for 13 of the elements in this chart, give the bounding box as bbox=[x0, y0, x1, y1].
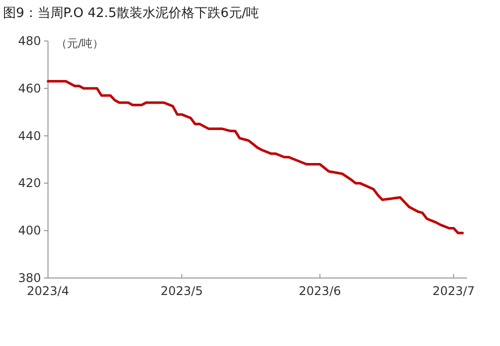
y-tick-label: 480 bbox=[18, 34, 41, 48]
y-tick-label: 420 bbox=[18, 176, 41, 190]
y-tick-label: 380 bbox=[18, 271, 41, 285]
chart-title: 图9：当周P.O 42.5散装水泥价格下跌6元/吨 bbox=[3, 6, 260, 21]
y-tick-label: 440 bbox=[18, 128, 41, 143]
x-tick-label: 2023/7 bbox=[432, 284, 475, 298]
y-tick-label: 460 bbox=[18, 81, 41, 96]
x-tick-label: 2023/4 bbox=[26, 284, 70, 298]
y-tick-label: 400 bbox=[18, 224, 41, 238]
line-series bbox=[46, 80, 464, 234]
y-axis-title: （元/吨） bbox=[56, 37, 104, 50]
x-tick-label: 2023/6 bbox=[298, 284, 342, 298]
x-tick-label: 2023/5 bbox=[160, 284, 203, 298]
